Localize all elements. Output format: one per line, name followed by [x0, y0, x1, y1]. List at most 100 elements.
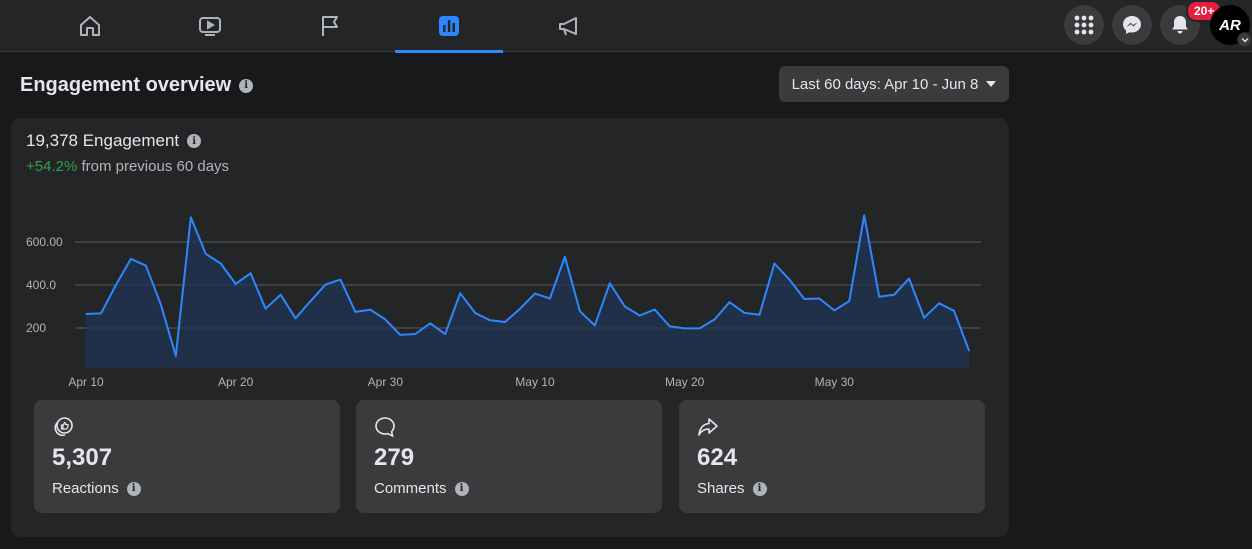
chart-data-point [818, 297, 821, 300]
menu-button[interactable] [1064, 5, 1104, 45]
caret-down-icon [986, 81, 997, 87]
bell-icon [1172, 16, 1188, 34]
home-icon [80, 16, 100, 36]
info-icon[interactable]: i [126, 481, 141, 496]
chart-data-point [653, 308, 656, 311]
chart-data-point [848, 300, 851, 302]
date-range-dropdown[interactable]: Last 60 days: Apr 10 - Jun 8 [779, 66, 1009, 102]
reactions-count: 5,307 [52, 444, 113, 471]
x-axis-tick-label: Apr 10 [68, 375, 104, 389]
chart-data-point [100, 312, 102, 315]
chart-data-point [788, 278, 791, 281]
x-axis-tick-label: May 10 [515, 375, 555, 389]
chart-data-point [219, 262, 222, 265]
x-axis-tick-label: Apr 30 [368, 375, 404, 389]
chart-data-point [803, 298, 806, 300]
reactions-icon [54, 417, 73, 437]
chart-data-point [474, 312, 476, 314]
chart-data-point [504, 321, 506, 323]
reactions-label: Reactions [52, 480, 119, 497]
chart-data-point [728, 301, 731, 303]
y-axis-tick-label: 200 [26, 321, 46, 335]
chart-data-point [623, 305, 626, 308]
chart-data-point [174, 355, 177, 357]
chart-data-point [249, 272, 252, 274]
x-axis-tick-label: May 30 [815, 375, 855, 389]
shares-stat-card: 624 Shares i [679, 400, 985, 513]
x-axis-tick-label: Apr 20 [218, 375, 254, 389]
chart-data-point [115, 284, 117, 286]
chart-data-point [609, 282, 611, 285]
chart-data-point [459, 292, 461, 294]
chart-data-point [938, 302, 940, 305]
info-icon[interactable]: i [187, 134, 202, 148]
chart-data-point [953, 310, 955, 312]
chart-data-point [878, 296, 881, 298]
chart-data-point [549, 297, 551, 300]
engagement-line-chart: 600.00 400.0 200 Apr 10 Apr 20 Apr 30 May 10 Ma… [26, 214, 981, 389]
comments-count: 279 [374, 444, 415, 471]
comments-label: Comments [374, 480, 447, 497]
chart-data-point [489, 319, 491, 322]
chart-data-point [429, 322, 432, 325]
engagement-change-suffix: from previous 60 days [77, 158, 230, 175]
chart-data-point [908, 277, 910, 280]
chart-data-point [324, 283, 327, 286]
chart-area-fill [86, 215, 969, 368]
avatar-logo-text: AR [1219, 16, 1241, 34]
tab-insights[interactable] [395, 0, 503, 53]
page-title: Engagement overview i [20, 74, 254, 97]
comments-stat-card: 279 Comments i [356, 400, 662, 513]
info-icon[interactable]: i [454, 481, 469, 496]
tab-pages[interactable] [276, 0, 384, 52]
chart-data-point [893, 293, 895, 296]
shares-label: Shares [697, 480, 745, 497]
top-navigation-bar: 20+ AR [0, 0, 1252, 53]
chart-data-point [743, 312, 746, 314]
chart-data-point [444, 333, 446, 335]
chart-data-point [189, 216, 192, 219]
info-icon[interactable]: i [752, 481, 767, 496]
engagement-change-percent: +54.2% [26, 158, 78, 175]
chart-data-point [384, 318, 387, 321]
y-axis-tick-label: 400.0 [26, 278, 56, 292]
chart-data-point [698, 327, 701, 330]
chart-data-point [534, 292, 536, 295]
chart-data-point [414, 333, 417, 335]
engagement-change: +54.2% from previous 60 days [26, 158, 229, 175]
chart-data-point [519, 307, 521, 310]
chart-series-line [85, 214, 970, 357]
shares-count: 624 [697, 444, 738, 471]
flag-icon [322, 16, 338, 36]
chart-data-point [309, 300, 312, 302]
tab-video[interactable] [156, 0, 264, 52]
video-icon [199, 17, 221, 36]
account-avatar[interactable]: AR [1210, 5, 1252, 47]
megaphone-icon [559, 17, 577, 36]
chart-data-point [579, 310, 581, 313]
chart-data-point [713, 318, 716, 321]
chart-data-point [399, 334, 402, 336]
chart-data-point [758, 313, 761, 316]
chart-data-point [294, 317, 297, 320]
chart-data-point [264, 307, 267, 310]
chart-data-point [638, 314, 641, 317]
info-icon[interactable]: i [239, 78, 254, 93]
grid-menu-icon [1074, 15, 1094, 35]
chart-data-point [160, 303, 162, 306]
x-axis-tick-label: May 20 [665, 375, 705, 389]
chart-data-point [339, 278, 342, 281]
date-range-label: Last 60 days: Apr 10 - Jun 8 [791, 75, 979, 93]
comment-icon [375, 417, 395, 438]
chart-data-point [369, 308, 372, 311]
chart-data-point [85, 313, 87, 315]
engagement-total: 19,378 Engagement i [26, 131, 202, 151]
messenger-icon [1123, 16, 1141, 34]
page-title-text: Engagement overview [20, 74, 232, 96]
chart-data-point [683, 327, 686, 330]
tab-ads[interactable] [515, 0, 623, 52]
messenger-button[interactable] [1112, 5, 1152, 45]
tab-home[interactable] [36, 0, 144, 52]
chart-data-point [923, 316, 925, 319]
notifications-button[interactable]: 20+ [1160, 0, 1223, 45]
